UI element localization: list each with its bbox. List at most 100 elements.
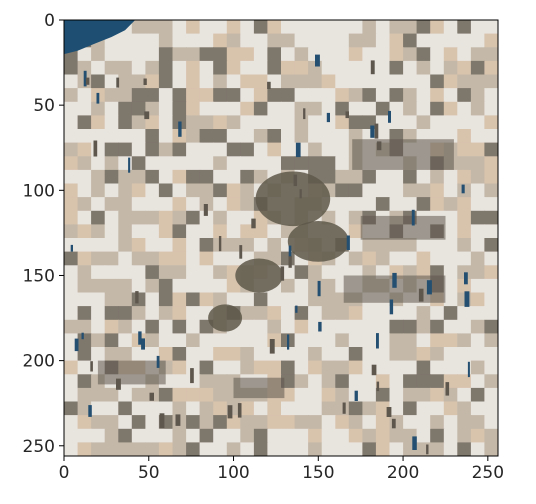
image-tile [172, 156, 187, 171]
image-tile [118, 333, 133, 348]
image-tile [226, 156, 241, 171]
window-opening [370, 125, 375, 138]
image-tile [186, 360, 201, 375]
image-tile [443, 183, 458, 198]
image-tile [416, 47, 431, 62]
image-tile [145, 306, 160, 321]
image-tile [403, 115, 418, 130]
image-tile [240, 74, 255, 89]
image-tile [430, 60, 445, 76]
image-tile [77, 347, 92, 362]
image-tile [348, 415, 363, 430]
image-tile [240, 319, 255, 334]
image-tile [253, 415, 269, 430]
image-tile [416, 169, 431, 185]
image-tile [416, 347, 431, 362]
image-tile [403, 238, 418, 253]
image-tile [172, 387, 187, 403]
window-opening [426, 444, 429, 455]
image-tile [199, 33, 214, 48]
image-tile [199, 387, 214, 403]
image-tile [186, 292, 201, 307]
image-tile [77, 210, 92, 225]
image-tile [375, 88, 391, 103]
image-tile [91, 292, 106, 307]
image-tile [348, 224, 363, 239]
image-tile [199, 183, 214, 198]
image-tile [294, 428, 309, 443]
image-tile [213, 442, 228, 456]
x-tick-label: 200 [387, 463, 419, 483]
image-tile [213, 197, 228, 212]
image-tile [91, 401, 106, 416]
image-tile [375, 60, 391, 76]
image-tile [430, 101, 445, 116]
image-tile [335, 60, 350, 76]
image-tile [158, 210, 174, 225]
window-opening [388, 110, 391, 123]
image-tile [186, 88, 201, 103]
image-tile [118, 156, 133, 171]
shrub-patch [235, 258, 283, 293]
image-tile [457, 169, 472, 185]
image-tile [145, 183, 160, 198]
image-tile [172, 47, 187, 62]
image-tile [443, 265, 458, 280]
image-tile [172, 88, 187, 103]
image-tile [443, 210, 458, 225]
image-tile [362, 183, 377, 198]
image-tile [416, 306, 431, 321]
window-opening [203, 204, 208, 216]
chart-image [64, 20, 498, 456]
image-tile [375, 47, 391, 62]
image-tile [64, 319, 79, 334]
image-tile [104, 387, 119, 403]
image-tile [158, 33, 174, 48]
image-tile [443, 88, 458, 103]
image-tile [267, 319, 282, 334]
image-tile [443, 101, 458, 116]
image-tile [389, 401, 404, 416]
window-opening [315, 54, 320, 67]
image-tile [267, 292, 282, 307]
image-tile [199, 360, 214, 375]
image-tile [104, 265, 119, 280]
window-opening [90, 361, 93, 372]
image-tile [348, 169, 363, 185]
image-tile [77, 238, 92, 253]
image-tile [172, 292, 187, 307]
image-tile [213, 387, 228, 403]
image-tile [118, 224, 133, 239]
image-tile [416, 415, 431, 430]
image-tile [470, 88, 486, 103]
image-tile [213, 347, 228, 362]
image-tile [186, 156, 201, 171]
image-tile [240, 101, 255, 116]
image-tile [403, 319, 418, 334]
image-tile [172, 101, 187, 116]
image-tile [484, 360, 498, 375]
y-tick-label: 200 [23, 352, 55, 372]
image-tile [470, 60, 486, 76]
village-texture [64, 20, 498, 456]
image-tile [335, 401, 350, 416]
image-tile [443, 20, 458, 35]
image-tile [213, 20, 228, 35]
image-tile [416, 197, 431, 212]
image-tile [403, 306, 418, 321]
image-tile [321, 88, 336, 103]
image-tile [470, 306, 486, 321]
image-tile [457, 319, 472, 334]
image-tile [430, 20, 445, 35]
image-tile [267, 401, 282, 416]
image-tile [348, 115, 363, 130]
image-tile [335, 197, 350, 212]
image-tile [389, 387, 404, 403]
image-tile [389, 238, 404, 253]
window-opening [392, 272, 397, 288]
image-tile [77, 415, 92, 430]
image-tile [104, 183, 119, 198]
image-tile [267, 33, 282, 48]
image-tile [430, 415, 445, 430]
image-tile [158, 142, 174, 157]
